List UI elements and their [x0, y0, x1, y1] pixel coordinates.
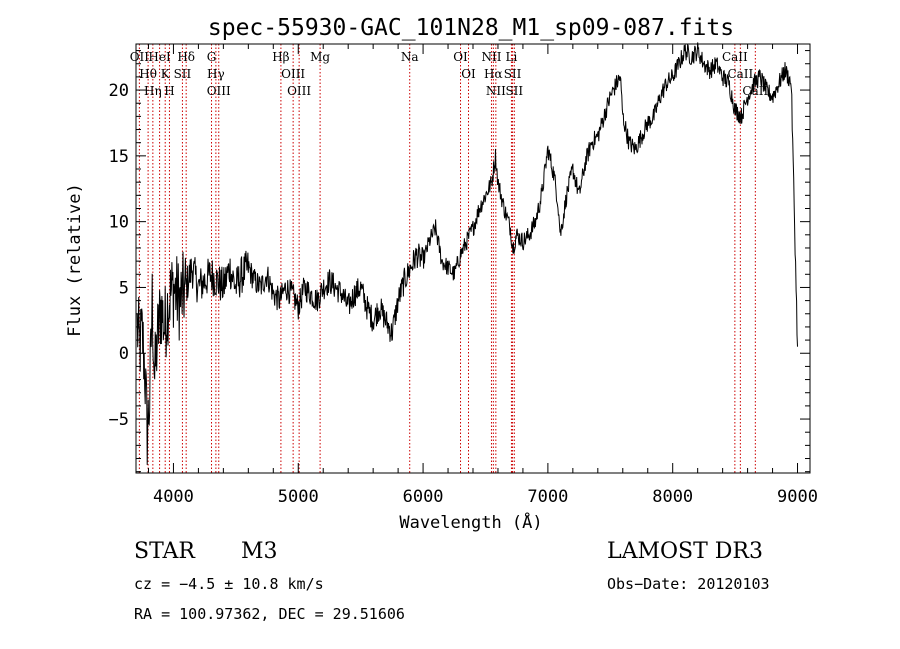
y-tick-label: −5	[109, 410, 129, 430]
x-tick-label: 4000	[153, 487, 194, 507]
line-label: OI	[453, 50, 468, 64]
chart-title: spec-55930-GAC_101N28_M1_sp09-087.fits	[208, 15, 734, 41]
line-label: CaII	[727, 67, 753, 81]
x-tick-label: 7000	[527, 487, 568, 507]
line-label: NII	[481, 50, 501, 64]
line-label: Li	[506, 50, 518, 64]
y-axis-label: Flux (relative)	[65, 183, 85, 337]
line-label: CaII	[722, 50, 748, 64]
line-label: Hγ	[207, 67, 225, 81]
observation-date: Obs−Date: 20120103	[607, 575, 770, 593]
line-label: NII	[486, 84, 506, 98]
survey-name: LAMOST DR3	[607, 539, 763, 564]
object-subclass: M3	[241, 539, 278, 564]
line-label: Na	[401, 50, 419, 64]
y-tick-label: 20	[109, 81, 129, 101]
line-label: Hη	[144, 84, 162, 98]
spectrum-line	[136, 42, 798, 465]
line-label: SII	[505, 84, 523, 98]
line-label: SII	[504, 67, 522, 81]
object-class: STAR	[134, 539, 195, 564]
line-label: OIII	[281, 67, 305, 81]
line-label: CaII	[742, 84, 768, 98]
y-axis: −5 0 5 10 15 20	[109, 50, 810, 473]
y-tick-label: 10	[109, 213, 129, 233]
y-tick-label: 15	[109, 147, 129, 167]
line-label: SII	[174, 67, 192, 81]
line-label: G	[207, 50, 217, 64]
plot-frame	[135, 43, 811, 474]
redshift-readout: cz = −4.5 ± 10.8 km/s	[134, 575, 324, 593]
emission-line-markers	[138, 44, 756, 473]
line-label: Mg	[310, 50, 330, 64]
coordinates-readout: RA = 100.97362, DEC = 29.51606	[134, 605, 405, 623]
x-axis-label: Wavelength (Å)	[399, 511, 542, 533]
line-label: OIII	[207, 84, 231, 98]
line-label: OII	[130, 50, 150, 64]
line-label: Hβ	[272, 50, 289, 64]
line-label: K	[161, 67, 171, 81]
x-tick-label: 5000	[278, 487, 319, 507]
line-label: Hδ	[177, 50, 195, 64]
spectrum-series	[136, 42, 798, 465]
line-label: Hα	[484, 67, 503, 81]
x-tick-label: 8000	[652, 487, 693, 507]
line-label: OI	[461, 67, 476, 81]
x-tick-label: 9000	[777, 487, 818, 507]
line-label: H	[164, 84, 174, 98]
line-label: HeI	[148, 50, 171, 64]
x-axis: 4000 5000 6000 7000 8000 9000	[147, 44, 818, 507]
y-tick-label: 5	[119, 278, 129, 298]
y-tick-label: 0	[119, 344, 129, 364]
line-label: Hθ	[139, 67, 157, 81]
x-tick-label: 6000	[403, 487, 444, 507]
line-label: OIII	[287, 84, 311, 98]
